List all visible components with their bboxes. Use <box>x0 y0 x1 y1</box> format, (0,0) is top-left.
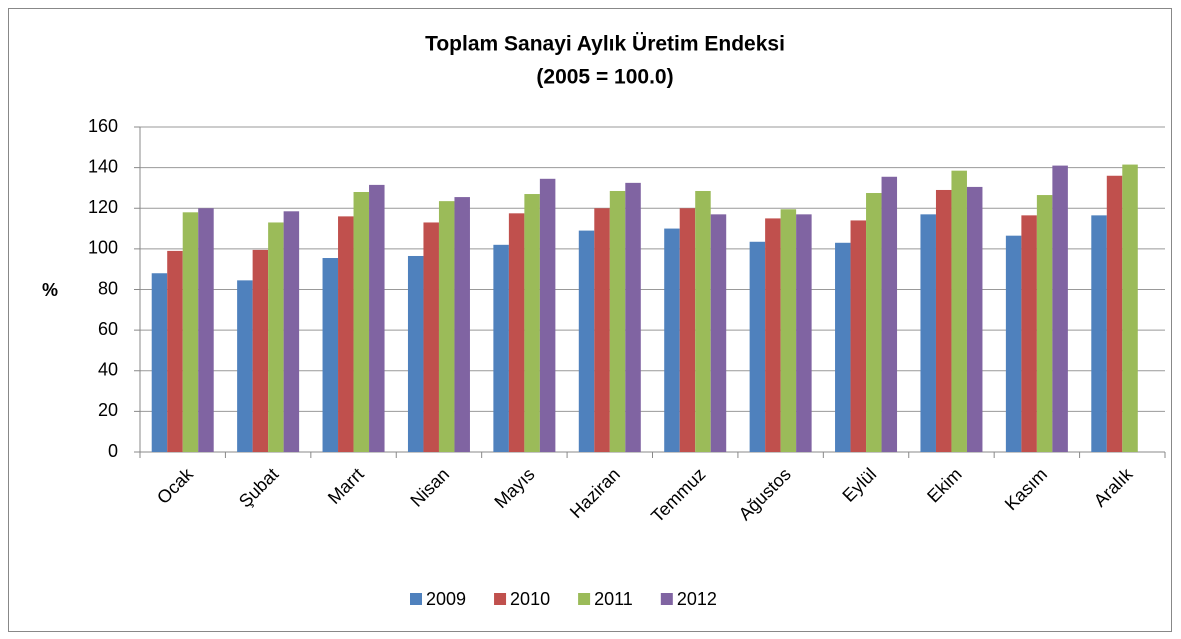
bar <box>920 214 936 452</box>
bar <box>780 209 797 452</box>
bar <box>835 242 851 452</box>
legend-label: 2011 <box>594 589 633 609</box>
y-tick-label: 40 <box>98 360 118 380</box>
bar <box>850 220 867 452</box>
bar <box>283 211 300 452</box>
bar <box>710 214 727 452</box>
y-tick-label: 20 <box>98 400 118 420</box>
chart-title: Toplam Sanayi Aylık Üretim Endeksi <box>425 33 785 56</box>
legend-label: 2010 <box>510 589 550 609</box>
y-tick-label: 60 <box>98 319 118 339</box>
bar <box>695 190 711 452</box>
bar <box>1106 175 1123 452</box>
legend-label: 2012 <box>677 589 717 609</box>
bar <box>1091 215 1107 452</box>
bar <box>338 216 354 452</box>
bar <box>749 241 766 452</box>
bar <box>1005 235 1022 452</box>
bar <box>539 178 556 452</box>
bar <box>1021 215 1037 452</box>
bar <box>322 258 339 452</box>
y-tick-label: 120 <box>88 197 118 217</box>
bar <box>198 208 214 452</box>
legend-swatch <box>494 593 507 605</box>
bar <box>609 190 626 452</box>
bar <box>407 255 424 452</box>
legend-swatch <box>660 593 673 605</box>
bar <box>966 186 983 452</box>
bar <box>594 208 610 452</box>
bar <box>1036 195 1053 452</box>
bar <box>369 184 385 452</box>
bar <box>438 201 455 452</box>
bar <box>493 244 509 452</box>
bar <box>268 222 284 452</box>
bar <box>151 273 168 452</box>
bar <box>1122 164 1138 452</box>
legend-swatch <box>578 593 591 605</box>
legend-swatch <box>410 593 422 605</box>
bar <box>881 176 898 452</box>
y-tick-label: 140 <box>88 156 118 176</box>
bar <box>866 193 882 452</box>
bar <box>765 218 781 452</box>
bar <box>935 189 952 452</box>
bar <box>625 182 641 452</box>
y-tick-label: 100 <box>88 238 118 258</box>
bar <box>679 208 696 452</box>
bar <box>237 280 253 452</box>
bar <box>508 213 525 452</box>
y-tick-label: 80 <box>98 278 118 298</box>
legend-label: 2009 <box>426 589 466 609</box>
y-axis-label: % <box>42 280 58 300</box>
bar <box>578 230 595 452</box>
y-tick-label: 160 <box>88 116 118 136</box>
bar <box>1052 165 1068 452</box>
bar <box>951 170 967 452</box>
chart-subtitle: (2005 = 100.0) <box>536 66 673 89</box>
bar <box>252 249 269 452</box>
bar <box>423 222 439 452</box>
bar <box>353 192 370 452</box>
bar <box>524 194 540 452</box>
bar <box>167 250 183 452</box>
bar <box>796 214 812 452</box>
bar <box>664 228 680 452</box>
bar <box>454 197 470 452</box>
bar <box>182 212 199 452</box>
y-tick-label: 0 <box>108 441 118 461</box>
